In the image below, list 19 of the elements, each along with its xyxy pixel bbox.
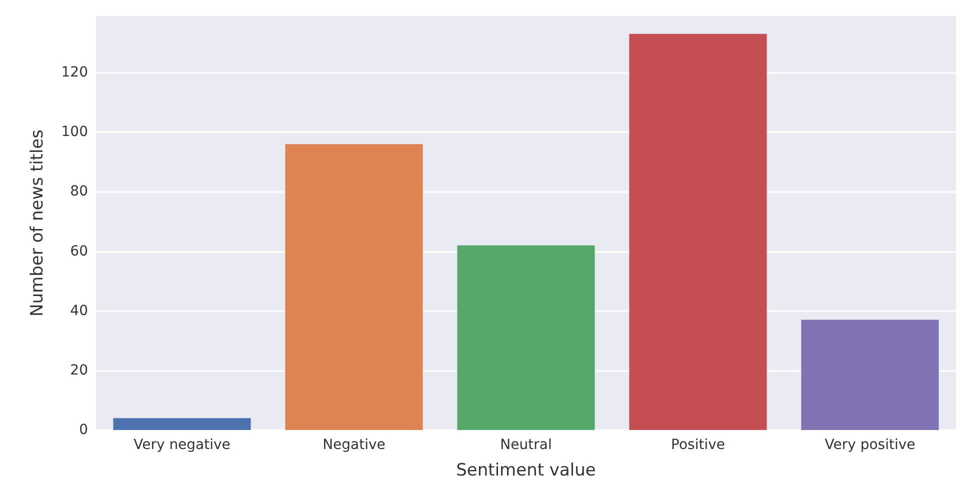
- y-tick-label: 80: [70, 184, 88, 200]
- bar: [113, 418, 251, 430]
- x-tick-label: Very negative: [134, 437, 230, 453]
- x-tick-label: Positive: [671, 437, 725, 453]
- bar: [801, 320, 939, 430]
- y-tick-label: 100: [61, 124, 88, 140]
- y-axis-title: Number of news titles: [28, 129, 48, 316]
- x-axis-title: Sentiment value: [456, 460, 596, 480]
- x-tick-label: Negative: [322, 437, 386, 453]
- y-tick-label: 40: [70, 302, 88, 319]
- y-tick-label: 120: [61, 64, 88, 81]
- bar: [457, 245, 595, 430]
- x-tick-label: Neutral: [500, 437, 552, 453]
- y-tick-label: 20: [70, 362, 88, 378]
- y-tick-label: 0: [79, 422, 88, 438]
- bar: [629, 34, 767, 430]
- x-tick-label: Very positive: [824, 437, 916, 453]
- y-tick-label: 60: [70, 243, 88, 260]
- bar: [285, 144, 423, 430]
